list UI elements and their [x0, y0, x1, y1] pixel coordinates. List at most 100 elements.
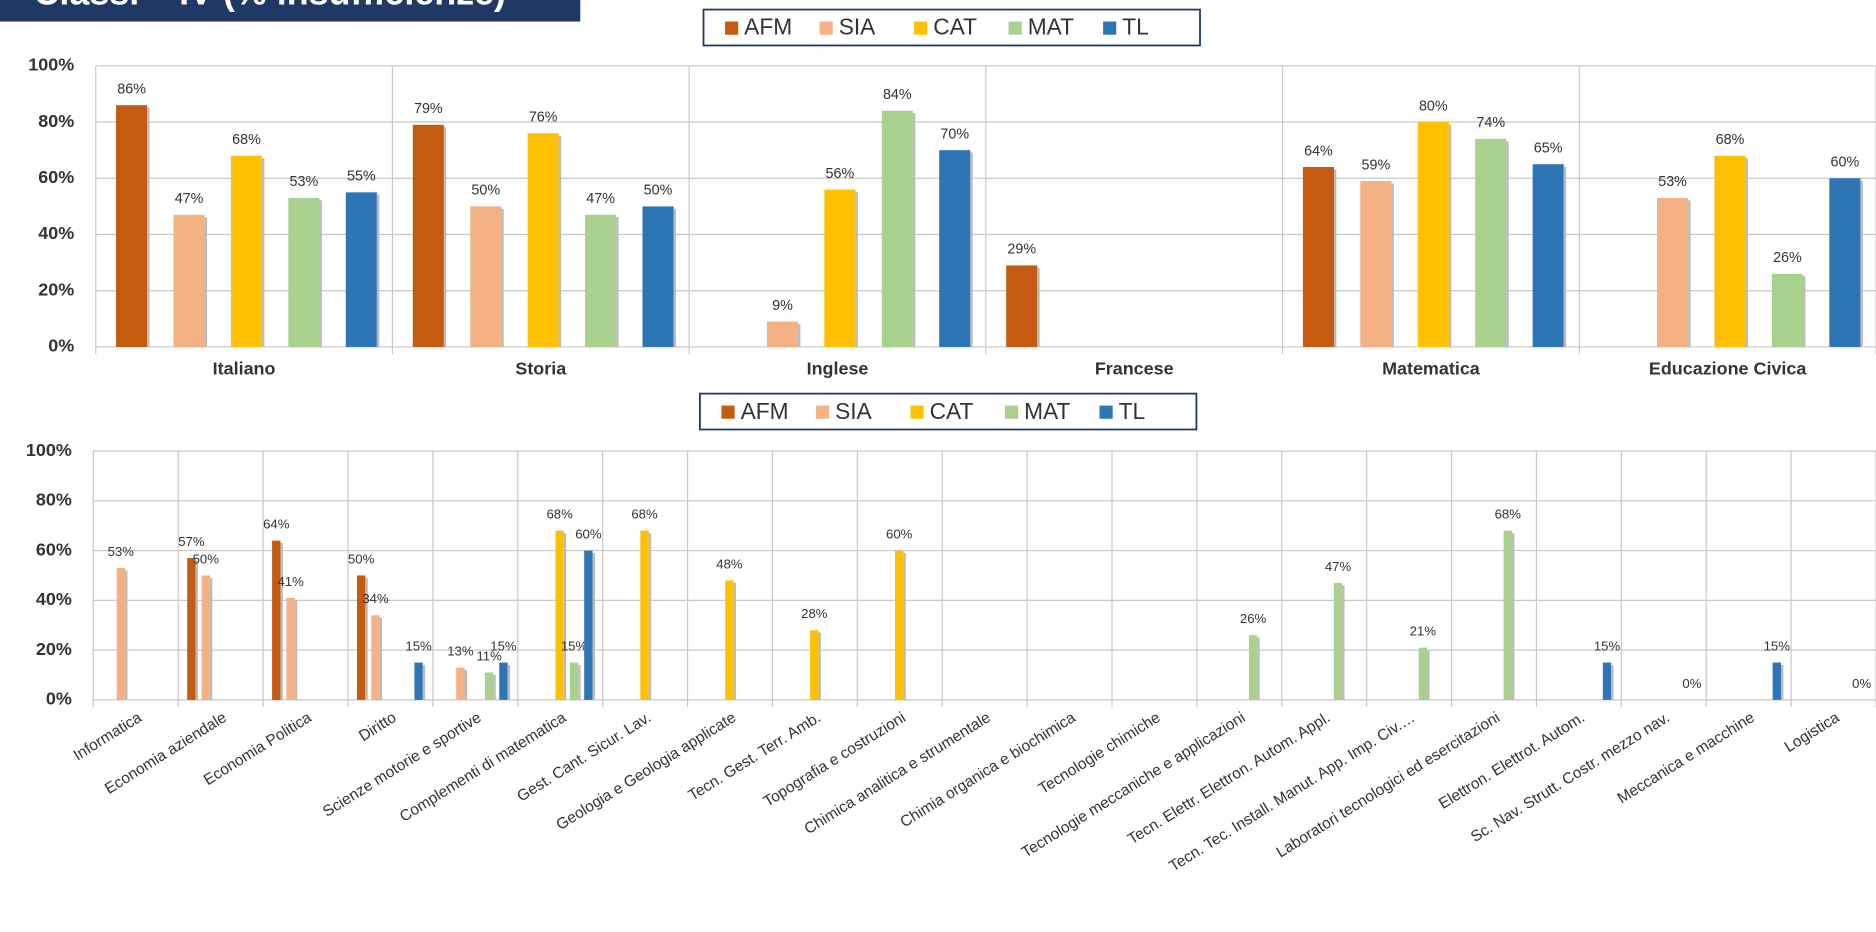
bar-shadow — [1037, 267, 1040, 347]
bar — [499, 662, 508, 700]
bar-shadow — [1803, 276, 1806, 347]
legend-swatch — [819, 21, 833, 35]
bar — [1302, 167, 1335, 347]
data-label: 50% — [193, 551, 220, 566]
x-tick-label: Meccanica e macchine — [1615, 709, 1758, 807]
data-label: 50% — [471, 183, 500, 199]
data-label: 68% — [546, 507, 573, 522]
bar — [585, 214, 617, 347]
x-tick-label: Francese — [1095, 358, 1174, 378]
y-tick-label: 20% — [36, 639, 72, 659]
y-tick-label: 60% — [38, 167, 74, 187]
data-label: 0% — [1852, 676, 1871, 691]
legend-label: TL — [1119, 398, 1146, 424]
bar — [345, 192, 377, 347]
y-tick-label: 20% — [38, 279, 74, 299]
bar-shadow — [1745, 158, 1748, 347]
legend-label: TL — [1122, 14, 1149, 40]
bar — [116, 105, 148, 347]
title-box — [0, 0, 581, 22]
data-label: 60% — [886, 527, 913, 542]
y-tick-label: 100% — [26, 440, 72, 460]
bar-shadow — [125, 570, 128, 700]
data-label: 70% — [940, 126, 969, 142]
bar — [230, 155, 263, 347]
data-label: 68% — [1495, 507, 1522, 522]
data-label: 68% — [232, 132, 261, 148]
data-label: 47% — [586, 191, 615, 207]
bar-shadow — [443, 127, 447, 347]
x-tick-label: Inglese — [807, 358, 869, 378]
data-label: 50% — [348, 551, 375, 566]
bar-shadow — [1688, 200, 1691, 347]
x-tick-label: Storia — [515, 358, 567, 378]
data-label: 55% — [347, 169, 376, 185]
legend-label: CAT — [930, 398, 974, 424]
legend-swatch — [914, 21, 928, 35]
data-label: 50% — [644, 183, 673, 199]
data-label: 9% — [772, 298, 793, 314]
bar — [895, 550, 904, 700]
bar — [1714, 155, 1746, 347]
data-label: 15% — [1764, 638, 1791, 653]
bar-shadow — [195, 560, 198, 700]
legend-label: SIA — [835, 398, 872, 424]
bar — [272, 540, 281, 700]
x-tick-label: Elettron. Elettrot. Autom. — [1436, 709, 1588, 813]
bar-shadow — [903, 552, 906, 700]
x-tick-label: Complementi di matematica — [397, 709, 570, 826]
bar-shadow — [294, 600, 298, 700]
data-label: 48% — [716, 556, 743, 571]
bar — [1657, 197, 1689, 347]
x-tick-label: Educazione Civica — [1649, 358, 1808, 378]
data-label: 26% — [1240, 611, 1267, 626]
bar-shadow — [209, 577, 213, 700]
bar — [1772, 662, 1781, 700]
data-label: 57% — [178, 534, 205, 549]
y-tick-label: 40% — [36, 589, 72, 609]
legend-swatch — [721, 405, 735, 419]
data-label: 15% — [490, 638, 517, 653]
chart-title: Classi – IV (% insufficienze) — [34, 0, 506, 13]
bar-shadow — [1257, 637, 1260, 700]
data-label: 34% — [362, 591, 389, 606]
data-label: 47% — [175, 191, 204, 207]
data-label: 21% — [1410, 624, 1437, 639]
bar — [371, 615, 380, 700]
y-tick-label: 80% — [38, 111, 74, 131]
bar — [766, 321, 799, 347]
legend-swatch — [1004, 405, 1019, 419]
bar-shadow — [319, 200, 322, 347]
bar-shadow — [1563, 166, 1567, 347]
bar — [1771, 273, 1804, 347]
data-label: 86% — [117, 81, 146, 97]
data-label: 47% — [1325, 559, 1352, 574]
data-label: 28% — [801, 606, 828, 621]
legend-label: SIA — [839, 14, 876, 40]
bar-shadow — [204, 217, 207, 347]
legend-box — [699, 392, 1198, 431]
bar-shadow — [912, 113, 916, 347]
data-label: 29% — [1007, 242, 1036, 258]
x-tick-label: Topografia e costruzioni — [761, 709, 909, 810]
bar-shadow — [501, 208, 504, 347]
bar — [881, 110, 913, 347]
bar-shadow — [1334, 169, 1337, 347]
bar-shadow — [1611, 664, 1614, 700]
bar-shadow — [592, 552, 595, 700]
bar — [824, 189, 856, 347]
data-label: 79% — [414, 101, 443, 117]
legend-swatch — [815, 405, 830, 419]
data-label: 53% — [290, 174, 319, 190]
bar — [412, 124, 444, 347]
legend-label: AFM — [744, 14, 792, 40]
bar-shadow — [1506, 141, 1509, 347]
bar-shadow — [1780, 664, 1784, 700]
bar-shadow — [578, 664, 581, 700]
x-tick-label: Scienze motorie e sportive — [320, 709, 484, 820]
bar-shadow — [798, 324, 801, 347]
bar — [725, 580, 734, 700]
legend-swatch — [910, 405, 924, 419]
